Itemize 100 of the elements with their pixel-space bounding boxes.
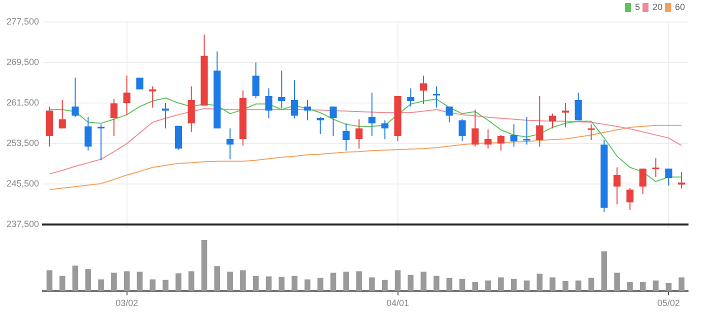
bar: [382, 280, 388, 292]
candlestick: [330, 106, 337, 136]
bar: [498, 277, 504, 292]
bar: [588, 278, 594, 292]
bar: [524, 280, 530, 292]
candlestick: [84, 116, 92, 152]
bar: [330, 272, 336, 292]
bar: [640, 282, 646, 292]
bar: [408, 274, 414, 292]
candlestick: [356, 118, 363, 150]
x-tick-label: 05/02: [657, 298, 680, 308]
y-tick-label: 277,500: [6, 16, 39, 26]
candlestick: [110, 98, 118, 136]
bar: [46, 270, 52, 292]
bar: [536, 274, 543, 292]
bar: [575, 280, 582, 292]
candlestick: [162, 102, 170, 129]
candlestick: [174, 125, 182, 150]
bar: [227, 272, 233, 292]
candlestick: [381, 120, 388, 140]
bar: [176, 273, 182, 292]
bar: [472, 282, 478, 292]
candlestick: [665, 168, 672, 186]
bar: [278, 276, 285, 292]
bar: [162, 280, 168, 292]
candlestick: [432, 86, 440, 108]
bar: [446, 278, 452, 292]
candlestick: [226, 128, 234, 160]
candlestick: [497, 134, 504, 152]
candlestick: [123, 75, 130, 116]
candlestick: [588, 124, 595, 141]
bar: [369, 277, 375, 292]
candlestick: [510, 124, 518, 148]
bar: [666, 283, 672, 292]
bar: [214, 266, 220, 292]
bar: [150, 279, 156, 292]
bar: [394, 270, 401, 292]
bar: [652, 280, 659, 292]
bar: [188, 271, 194, 292]
candlestick: [72, 77, 79, 118]
bar: [111, 272, 117, 292]
bar: [201, 240, 208, 292]
candlestick: [484, 128, 492, 150]
bar: [317, 278, 324, 292]
candlestick: [342, 122, 350, 152]
bar: [562, 280, 568, 292]
bar: [240, 270, 246, 292]
candlestick: [252, 62, 260, 98]
bar: [72, 266, 78, 292]
bar: [292, 276, 298, 292]
candlestick: [304, 100, 311, 121]
bar: [304, 279, 310, 292]
candlestick: [291, 80, 298, 119]
bar: [550, 277, 556, 292]
bar: [614, 272, 620, 292]
candlestick: [446, 106, 453, 123]
candlestick: [420, 75, 428, 105]
bar: [343, 272, 350, 292]
y-tick-label: 245,500: [6, 178, 39, 189]
bar: [485, 280, 491, 292]
candlestick: [316, 116, 324, 134]
candlestick: [614, 166, 621, 205]
bar: [678, 277, 684, 292]
bar: [420, 272, 426, 292]
candlestick: [652, 158, 660, 178]
bar: [98, 279, 104, 292]
candlestick: [574, 92, 582, 121]
legend-label: 5: [634, 2, 640, 12]
bar: [252, 276, 259, 292]
candlestick: [98, 124, 105, 161]
candlestick: [562, 102, 569, 128]
bar: [510, 278, 517, 292]
bar: [124, 271, 130, 292]
legend-label: 60: [674, 2, 686, 12]
legend-label: 20: [652, 2, 662, 12]
candlestick: [458, 118, 466, 142]
candlestick: [407, 88, 414, 108]
y-tick-label: 261,500: [6, 98, 39, 108]
y-tick-label: 269,500: [6, 57, 39, 68]
bar: [266, 276, 272, 292]
candlestick: [136, 77, 144, 90]
candlestick: [549, 113, 556, 129]
candlestick: [368, 92, 376, 136]
bar: [459, 278, 466, 292]
candlestick: [149, 86, 156, 108]
candlestick: [678, 171, 686, 190]
bar: [434, 276, 440, 292]
bar: [356, 271, 362, 292]
candlestick: [523, 116, 530, 146]
bar: [601, 251, 608, 292]
candlestick: [536, 95, 544, 148]
candlestick: [58, 100, 66, 129]
bar: [85, 269, 92, 292]
x-tick-label: 04/01: [386, 298, 410, 308]
candlestick: [265, 88, 272, 119]
candlestick: [626, 187, 634, 210]
y-tick-label: 253,500: [6, 138, 39, 148]
y-tick-label: 237,500: [6, 219, 39, 230]
x-tick-label: 03/02: [116, 298, 138, 308]
bar: [136, 272, 143, 292]
